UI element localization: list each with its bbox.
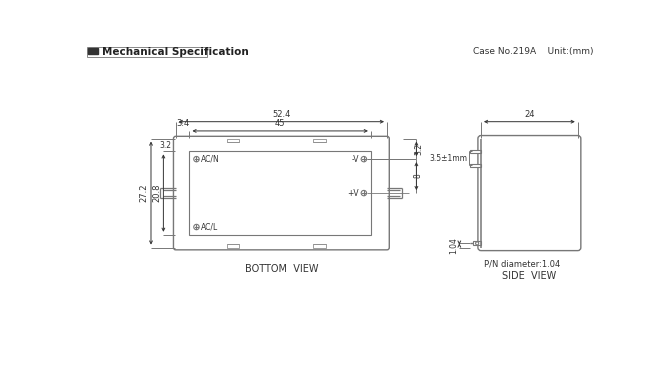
Text: 1.04: 1.04	[449, 237, 458, 254]
FancyBboxPatch shape	[174, 136, 389, 250]
Bar	[190, 152, 371, 235]
Text: 20.8: 20.8	[153, 184, 162, 202]
Text: +V: +V	[348, 188, 359, 198]
Bar	[226, 139, 239, 143]
Text: Mechanical Specification: Mechanical Specification	[102, 47, 249, 57]
Text: 3.4: 3.4	[176, 119, 189, 128]
Text: 24: 24	[524, 110, 535, 119]
Text: 27.2: 27.2	[139, 184, 149, 202]
Bar	[313, 244, 326, 248]
Text: P/N diameter:1.04: P/N diameter:1.04	[484, 259, 559, 268]
Text: AC/N: AC/N	[201, 155, 220, 164]
Text: Case No.219A    Unit:(mm): Case No.219A Unit:(mm)	[473, 47, 594, 56]
FancyBboxPatch shape	[478, 136, 581, 251]
Text: SIDE  VIEW: SIDE VIEW	[502, 271, 557, 280]
Bar	[226, 244, 239, 248]
Bar	[88, 48, 98, 55]
Text: 8: 8	[413, 174, 423, 178]
Text: 45: 45	[275, 119, 285, 128]
Text: 3.2: 3.2	[159, 141, 171, 150]
Bar	[473, 241, 481, 245]
Text: -V: -V	[352, 155, 359, 164]
Text: AC/L: AC/L	[201, 222, 218, 231]
Bar	[470, 164, 481, 167]
Text: 52.4: 52.4	[272, 110, 291, 119]
Bar	[87, 47, 207, 57]
Text: 3.2: 3.2	[414, 143, 423, 155]
Bar	[313, 139, 326, 143]
Text: BOTTOM  VIEW: BOTTOM VIEW	[245, 265, 318, 274]
Bar	[470, 150, 481, 153]
Text: 3.5±1mm: 3.5±1mm	[430, 154, 468, 163]
